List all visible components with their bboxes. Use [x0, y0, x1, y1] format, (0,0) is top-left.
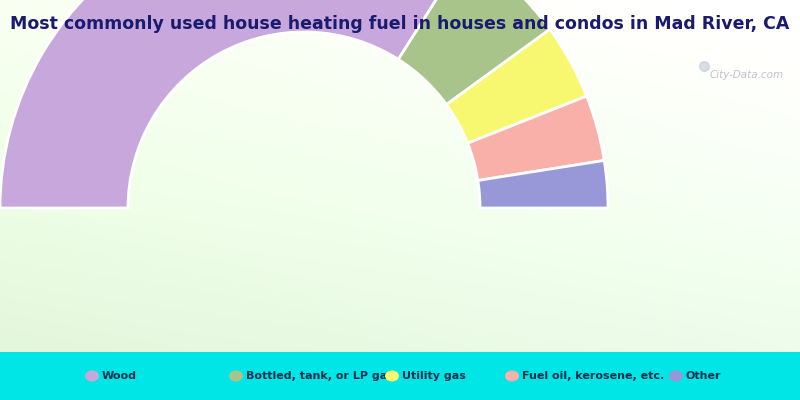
- Text: City-Data.com: City-Data.com: [710, 70, 784, 80]
- Text: Wood: Wood: [102, 371, 137, 381]
- Text: Bottled, tank, or LP gas: Bottled, tank, or LP gas: [246, 371, 394, 381]
- Wedge shape: [398, 0, 550, 104]
- Ellipse shape: [505, 370, 519, 382]
- Text: Utility gas: Utility gas: [402, 371, 466, 381]
- Ellipse shape: [385, 370, 399, 382]
- Ellipse shape: [229, 370, 243, 382]
- Text: Fuel oil, kerosene, etc.: Fuel oil, kerosene, etc.: [522, 371, 664, 381]
- Wedge shape: [0, 0, 467, 208]
- Ellipse shape: [85, 370, 99, 382]
- Wedge shape: [468, 96, 604, 180]
- Ellipse shape: [669, 370, 683, 382]
- Wedge shape: [446, 29, 586, 143]
- Text: Most commonly used house heating fuel in houses and condos in Mad River, CA: Most commonly used house heating fuel in…: [10, 15, 790, 33]
- Wedge shape: [478, 160, 608, 208]
- Text: Other: Other: [686, 371, 722, 381]
